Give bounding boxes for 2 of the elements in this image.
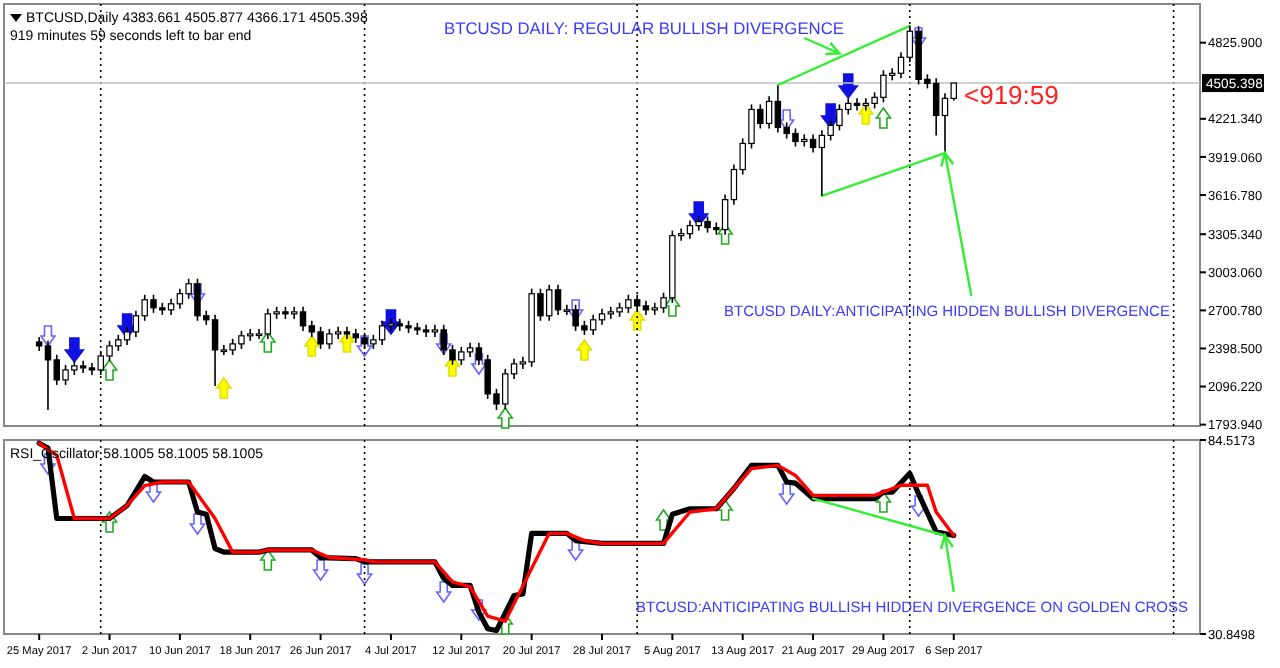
annotation: <919:59 — [964, 80, 1059, 110]
annotation: BTCUSD DAILY: REGULAR BULLISH DIVERGENCE — [444, 18, 845, 38]
